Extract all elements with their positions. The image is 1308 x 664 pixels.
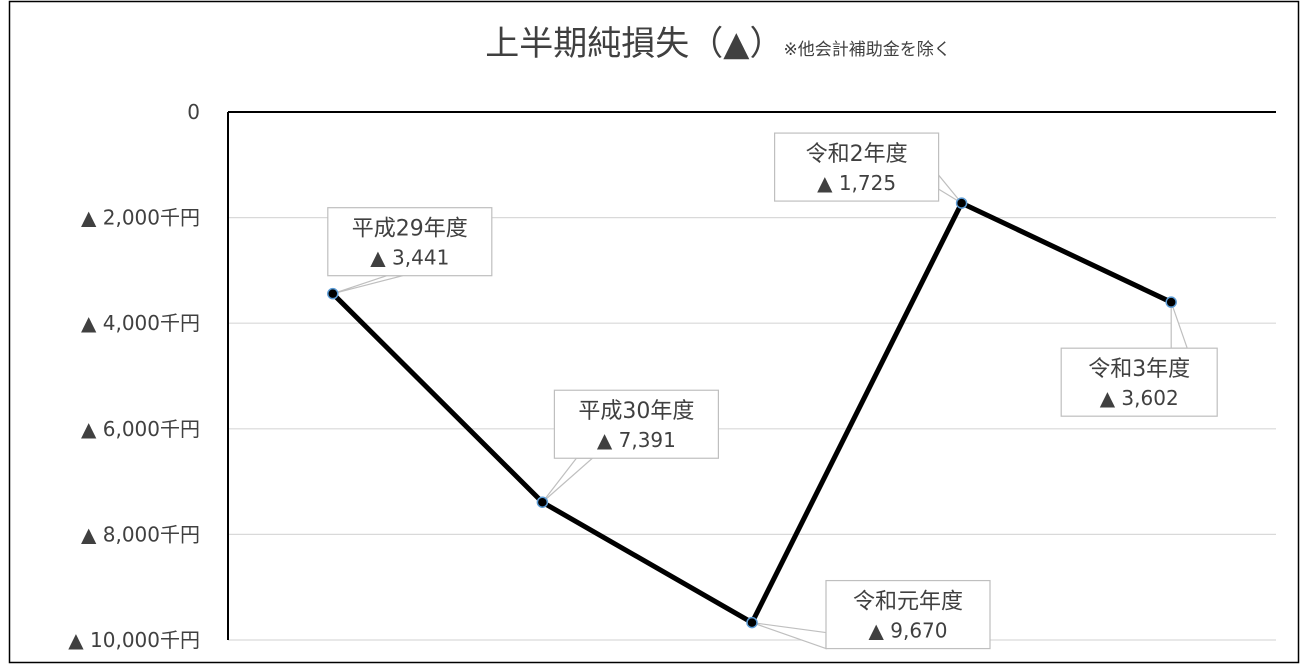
y-tick-label: ▲ 6,000千円	[81, 417, 200, 441]
data-label-category: 令和3年度	[1088, 357, 1190, 382]
chart-subtitle: ※他会計補助金を除く	[783, 40, 950, 60]
chart-title: 上半期純損失（▲）※他会計補助金を除く	[485, 24, 950, 64]
data-callout-box	[553, 389, 720, 459]
y-tick-label: ▲ 8,000千円	[81, 522, 200, 546]
data-label-category: 平成29年度	[352, 217, 468, 242]
y-tick-label: ▲ 4,000千円	[81, 311, 200, 335]
data-point	[1165, 296, 1177, 308]
data-label-category: 平成30年度	[578, 399, 694, 424]
data-label-value: ▲ 1,725	[817, 171, 896, 195]
data-callout-box	[1060, 347, 1218, 417]
data-label-value: ▲ 9,670	[869, 619, 948, 643]
data-point	[955, 197, 968, 209]
data-label-value: ▲ 3,602	[1100, 386, 1179, 410]
chart-title-main: 上半期純損失（▲）	[485, 24, 783, 64]
data-point	[536, 496, 549, 508]
data-label-category: 令和元年度	[853, 590, 963, 615]
y-tick-label: 0	[187, 100, 200, 124]
data-label-category: 令和2年度	[806, 142, 908, 167]
chart-frame	[8, 0, 1300, 664]
data-callout-box	[773, 132, 940, 202]
data-label-value: ▲ 3,441	[370, 246, 449, 270]
data-callout-box	[825, 579, 991, 650]
data-label-value: ▲ 7,391	[597, 428, 676, 452]
data-callout-box	[327, 207, 493, 277]
y-tick-label: ▲ 10,000千円	[68, 628, 200, 652]
data-point	[327, 287, 339, 300]
y-tick-label: ▲ 2,000千円	[81, 206, 200, 230]
data-point	[746, 616, 758, 629]
